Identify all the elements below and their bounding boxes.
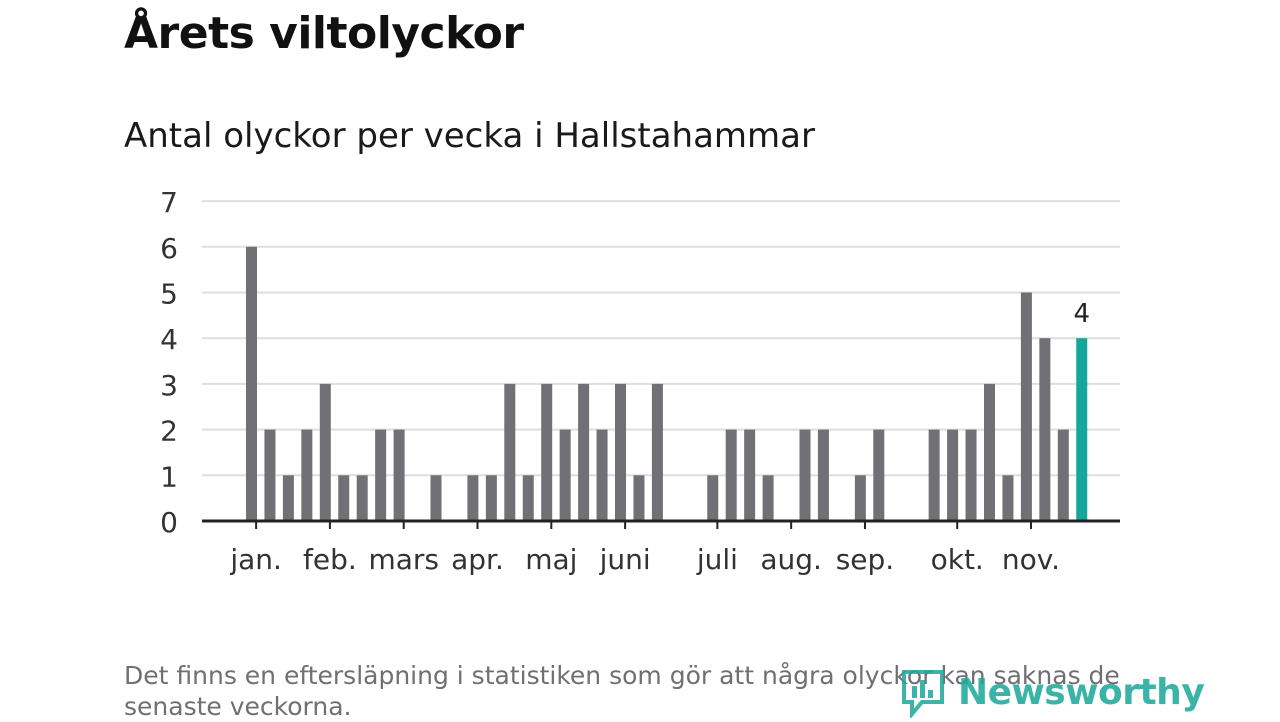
bar: [596, 429, 608, 521]
newsworthy-logo-text: Newsworthy: [958, 671, 1205, 713]
bar: [947, 429, 959, 521]
bar: [707, 475, 719, 521]
footnote: Det finns en eftersläpning i statistiken…: [124, 661, 1120, 721]
y-tick-label: 5: [160, 278, 178, 311]
bar: [467, 475, 479, 521]
y-tick-label: 6: [160, 232, 178, 265]
x-tick-label: sep.: [836, 543, 895, 576]
bar: [246, 246, 257, 522]
x-tick-label: juli: [696, 543, 738, 576]
x-tick-label: maj: [525, 543, 577, 576]
bar-layer: [246, 246, 1088, 522]
bar: [430, 475, 442, 521]
y-tick-label: 7: [160, 186, 178, 219]
newsworthy-logo-icon: [902, 670, 944, 718]
x-tick-label: feb.: [303, 543, 357, 576]
bar: [541, 383, 553, 521]
bar: [485, 475, 497, 521]
bar: [301, 429, 313, 521]
x-tick-label: juni: [599, 543, 651, 576]
highlight-value-label: 4: [1073, 299, 1090, 329]
bar: [393, 429, 405, 521]
y-tick-label: 1: [160, 460, 178, 493]
bar: [1020, 292, 1032, 521]
bar: [854, 475, 866, 521]
bar: [522, 475, 534, 521]
bar: [744, 429, 756, 521]
x-tick-label: mars: [368, 543, 439, 576]
bar: [319, 383, 331, 521]
newsworthy-logo: Newsworthy: [900, 664, 1205, 720]
bar: [762, 475, 774, 521]
highlighted-bar: [1076, 338, 1088, 521]
y-tick-label: 4: [160, 323, 178, 356]
x-tick-label: okt.: [931, 543, 984, 576]
bar: [873, 429, 885, 521]
bar: [1039, 338, 1051, 521]
bar: [651, 383, 663, 521]
label-layer: 0 1 2 3 4 5 6 7 jan. feb. mars apr. maj juni juli aug. s…: [160, 186, 1090, 576]
bar: [559, 429, 571, 521]
bar: [282, 475, 294, 521]
bar: [615, 383, 626, 521]
x-tick-label: aug.: [760, 543, 822, 576]
bar: [965, 429, 977, 521]
bar: [375, 429, 387, 521]
bar: [928, 429, 940, 521]
bar: [633, 475, 645, 521]
bar: [1002, 475, 1014, 521]
x-tick-label: jan.: [229, 543, 282, 576]
y-tick-label: 3: [160, 369, 178, 402]
bar: [578, 383, 590, 521]
y-tick-label: 2: [160, 415, 178, 448]
bar: [984, 383, 995, 521]
bar: [264, 429, 276, 521]
bar: [1057, 429, 1069, 521]
x-tick-label: nov.: [1002, 543, 1060, 576]
bar: [817, 429, 829, 521]
bar: [725, 429, 737, 521]
y-tick-label: 0: [160, 506, 178, 539]
bar: [356, 475, 368, 521]
chart-subtitle: Antal olyckor per vecka i Hallstahammar: [124, 116, 815, 156]
axis-layer: [202, 519, 1120, 529]
bar: [799, 429, 811, 521]
x-tick-label: apr.: [451, 543, 504, 576]
bar: [338, 475, 350, 521]
bar: [504, 383, 516, 521]
chart-title: Årets viltolyckor: [124, 8, 524, 59]
